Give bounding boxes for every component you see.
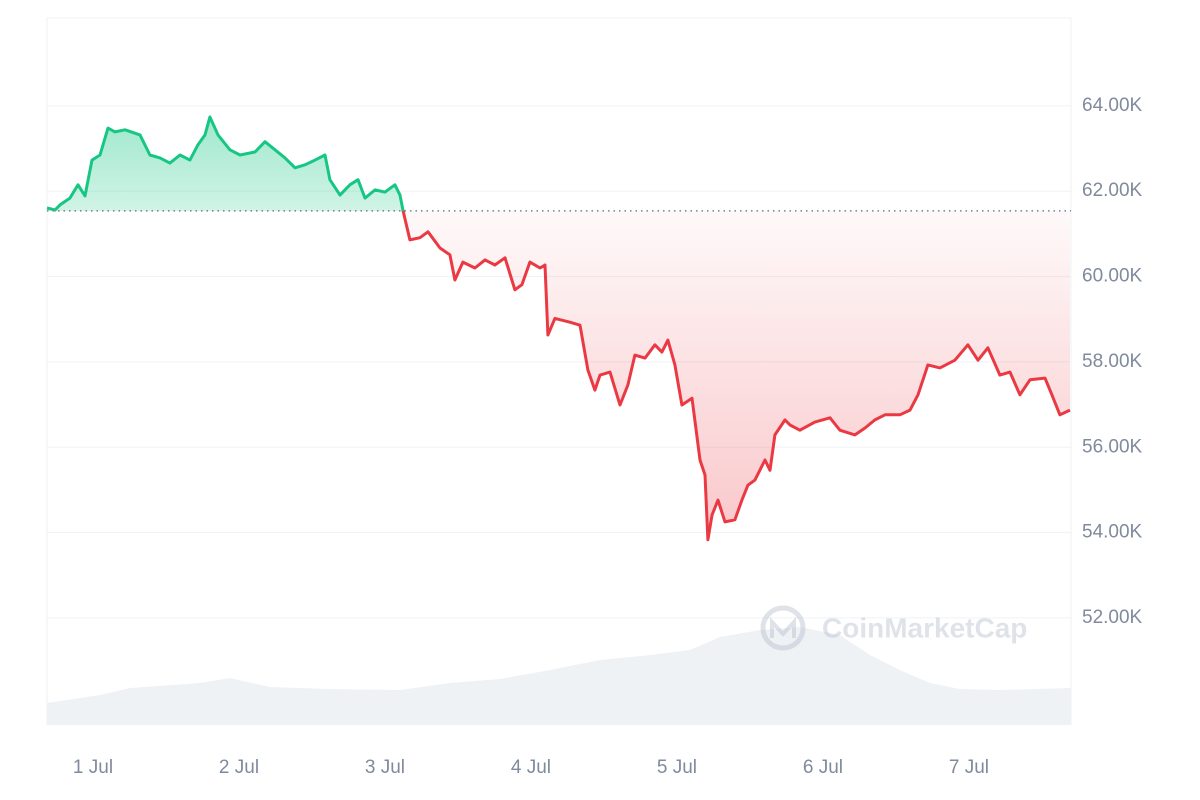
- y-tick-label: 64.00K: [1082, 95, 1143, 116]
- watermark: CoinMarketCap: [760, 605, 1027, 651]
- price-area: [47, 117, 1070, 540]
- volume-area: [47, 627, 1071, 725]
- y-tick-label: 60.00K: [1082, 266, 1143, 287]
- y-tick-label: 52.00K: [1082, 607, 1143, 628]
- x-tick-label: 3 Jul: [365, 757, 405, 778]
- x-tick-label: 7 Jul: [949, 757, 989, 778]
- x-tick-label: 6 Jul: [803, 757, 843, 778]
- y-tick-label: 62.00K: [1082, 180, 1143, 201]
- x-tick-label: 1 Jul: [73, 757, 113, 778]
- watermark-logo: [760, 605, 806, 651]
- x-tick-label: 4 Jul: [511, 757, 551, 778]
- price-line: [46, 115, 1071, 542]
- x-tick-label: 2 Jul: [219, 757, 259, 778]
- y-tick-label: 58.00K: [1082, 351, 1143, 372]
- x-tick-label: 5 Jul: [657, 757, 697, 778]
- watermark-logo: [770, 616, 796, 638]
- y-tick-label: 56.00K: [1082, 436, 1143, 457]
- watermark-text: CoinMarketCap: [822, 612, 1027, 643]
- y-tick-label: 54.00K: [1082, 522, 1143, 543]
